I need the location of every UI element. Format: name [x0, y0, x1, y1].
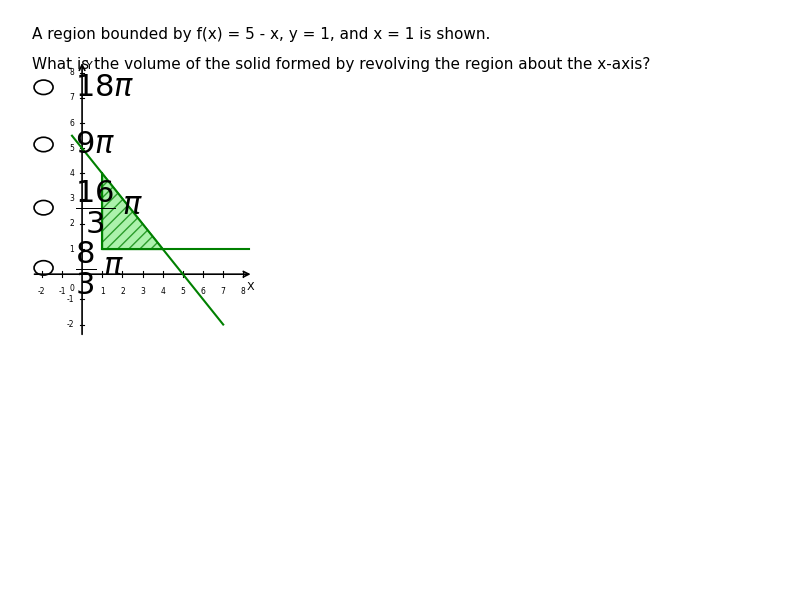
- Text: 6: 6: [69, 119, 74, 128]
- Text: 4: 4: [69, 169, 74, 178]
- Text: Y: Y: [86, 61, 93, 72]
- Text: 6: 6: [200, 287, 205, 296]
- Text: -1: -1: [58, 287, 66, 296]
- Text: 5: 5: [181, 287, 185, 296]
- Text: 3: 3: [69, 194, 74, 203]
- Text: 5: 5: [69, 144, 74, 153]
- Text: What is the volume of the solid formed by revolving the region about the x-axis?: What is the volume of the solid formed b…: [32, 57, 650, 72]
- Text: 4: 4: [160, 287, 166, 296]
- Polygon shape: [102, 173, 162, 249]
- Text: 8: 8: [69, 68, 74, 77]
- Text: $18\pi$: $18\pi$: [75, 73, 135, 102]
- Text: A region bounded by f(x) = 5 - x, y = 1, and x = 1 is shown.: A region bounded by f(x) = 5 - x, y = 1,…: [32, 27, 490, 42]
- Text: $\dfrac{16}{3}\,\pi$: $\dfrac{16}{3}\,\pi$: [75, 179, 143, 237]
- Text: 7: 7: [69, 93, 74, 102]
- Text: 7: 7: [221, 287, 226, 296]
- Text: -2: -2: [38, 287, 45, 296]
- Text: 2: 2: [120, 287, 125, 296]
- Text: X: X: [246, 282, 254, 292]
- Text: 1: 1: [69, 244, 74, 253]
- Text: $\dfrac{8}{3}\,\pi$: $\dfrac{8}{3}\,\pi$: [75, 239, 124, 297]
- Text: -1: -1: [67, 295, 74, 304]
- Text: 3: 3: [140, 287, 145, 296]
- Text: 1: 1: [100, 287, 105, 296]
- Text: $9\pi$: $9\pi$: [75, 130, 116, 159]
- Text: 2: 2: [69, 219, 74, 228]
- Text: 8: 8: [241, 287, 246, 296]
- Text: -2: -2: [67, 320, 74, 329]
- Text: 0: 0: [69, 284, 74, 293]
